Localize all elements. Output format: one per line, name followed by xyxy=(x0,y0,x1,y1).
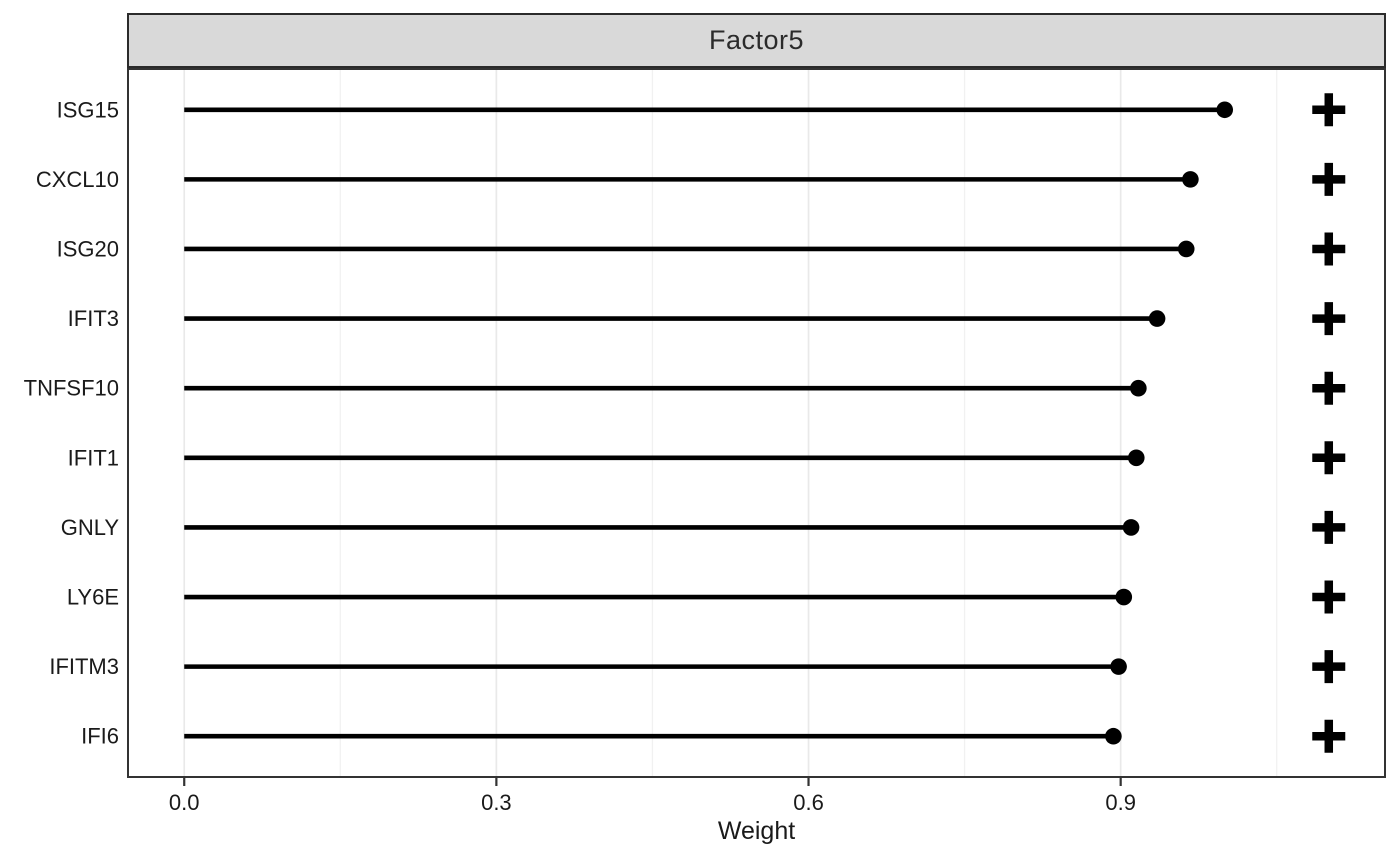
plus-sign-icon xyxy=(1312,719,1346,753)
lollipop-point xyxy=(1110,658,1127,675)
lollipop-point xyxy=(1105,727,1122,745)
x-axis-title: Weight xyxy=(717,817,796,845)
y-axis-label: ISG20 xyxy=(57,236,119,261)
plus-sign-icon xyxy=(1312,580,1346,614)
y-axis-label: TNFSF10 xyxy=(24,376,119,401)
y-axis-label: IFI6 xyxy=(81,724,119,749)
plus-sign-icon xyxy=(1312,371,1346,405)
panel-border xyxy=(127,68,1386,778)
lollipop-point xyxy=(1130,379,1147,397)
y-axis-label: CXCL10 xyxy=(36,167,119,192)
plus-sign-icon xyxy=(1312,510,1346,544)
x-tick-label: 0.3 xyxy=(481,790,512,815)
facet-strip-title: Factor5 xyxy=(708,25,805,55)
lollipop-point xyxy=(1115,588,1133,606)
x-tick-label: 0.6 xyxy=(793,790,824,815)
plus-sign-icon xyxy=(1312,162,1346,196)
plus-sign-icon xyxy=(1312,232,1346,266)
facet-strip: Factor5 xyxy=(127,13,1386,68)
y-axis-label: IFIT3 xyxy=(68,306,119,331)
x-tick-label: 0.0 xyxy=(169,790,200,815)
plus-sign-icon xyxy=(1312,650,1346,684)
lollipop-point xyxy=(1177,240,1195,258)
plus-sign-icon xyxy=(1312,93,1346,127)
lollipop-point xyxy=(1182,171,1199,188)
lollipop-point xyxy=(1216,101,1234,119)
y-axis-label: ISG15 xyxy=(57,97,119,122)
plus-sign-icon xyxy=(1312,302,1346,336)
lollipop-point xyxy=(1148,310,1166,327)
lollipop-point xyxy=(1122,519,1140,536)
y-axis-label: IFITM3 xyxy=(49,654,119,679)
y-axis-label: GNLY xyxy=(61,515,120,540)
x-tick-label: 0.9 xyxy=(1105,790,1136,815)
lollipop-point xyxy=(1127,449,1145,467)
y-axis-label: IFIT1 xyxy=(68,445,119,470)
y-axis-label: LY6E xyxy=(67,585,119,610)
plus-sign-icon xyxy=(1312,441,1346,475)
